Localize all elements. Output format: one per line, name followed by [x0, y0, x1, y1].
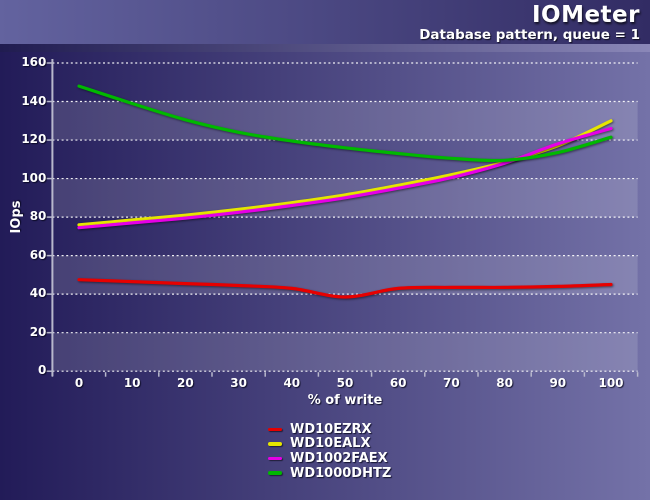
chart-title: IOMeter	[531, 2, 640, 28]
x-tick-label: 0	[74, 376, 84, 391]
x-tick-label: 60	[389, 376, 407, 391]
x-tick-label: 50	[336, 376, 354, 391]
header-separator	[0, 44, 650, 52]
y-tick-label: 20	[29, 324, 47, 339]
legend-swatch-icon	[268, 471, 282, 475]
legend-label: WD10EALX	[290, 436, 371, 452]
x-tick-label: 20	[177, 376, 194, 391]
chart-header: IOMeter Database pattern, queue = 1	[0, 0, 650, 44]
legend-swatch-icon	[268, 456, 282, 461]
chart-subtitle: Database pattern, queue = 1	[419, 27, 640, 43]
x-tick-label: 70	[443, 376, 460, 391]
y-axis-title: IOps	[9, 200, 24, 234]
legend-swatch-icon	[268, 427, 282, 432]
legend-swatch-icon	[268, 442, 282, 446]
x-tick-label: 30	[230, 376, 247, 391]
y-tick-label: 0	[38, 363, 47, 378]
legend-item-WD10EALX: WD10EALX	[268, 436, 391, 452]
y-tick-label: 160	[21, 55, 47, 69]
x-tick-label: 40	[283, 376, 301, 391]
x-tick-label: 90	[549, 376, 567, 391]
y-tick-label: 40	[29, 286, 47, 301]
x-tick-label: 80	[496, 376, 513, 391]
legend-label: WD1002FAEX	[290, 450, 388, 466]
x-axis-title: % of write	[307, 393, 383, 408]
y-tick-label: 100	[21, 170, 47, 185]
legend-item-WD10EZRX: WD10EZRX	[268, 422, 391, 437]
y-tick-label: 140	[21, 93, 47, 108]
legend-item-WD1000DHTZ: WD1000DHTZ	[268, 466, 391, 481]
legend-item-WD1002FAEX: WD1002FAEX	[268, 451, 391, 466]
legend: WD10EZRX WD10EALX WD1002FAEX WD1000DHTZ	[268, 422, 391, 481]
y-tick-label: 80	[29, 209, 47, 224]
x-tick-label: 100	[598, 376, 624, 391]
y-tick-label: 60	[29, 247, 47, 262]
y-tick-label: 120	[21, 132, 47, 147]
legend-label: WD1000DHTZ	[290, 465, 392, 481]
legend-label: WD10EZRX	[290, 421, 372, 437]
x-tick-label: 10	[123, 376, 141, 391]
